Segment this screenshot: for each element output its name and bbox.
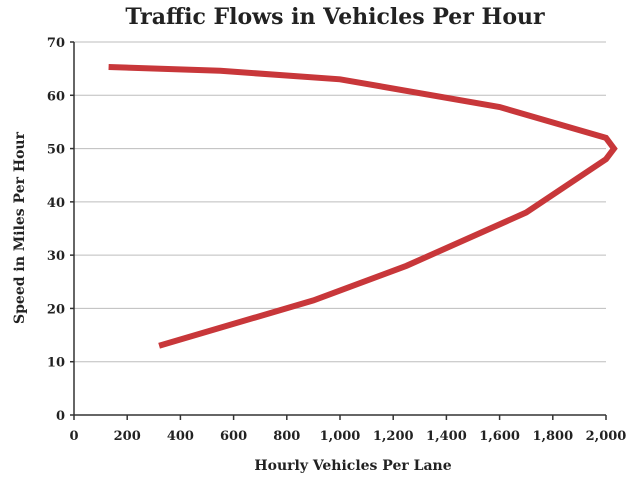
x-tick-labels: 0 200 400 600 800 1,000 1,200 1,400 1,600 1,800 2,… [69,429,626,444]
x-tick-label: 0 [69,429,78,444]
x-tick-label: 1,000 [320,429,361,444]
x-tick-label: 200 [114,429,141,444]
y-tick-label: 20 [47,302,65,317]
y-tick-labels: 0 10 20 30 40 50 60 70 [47,36,65,424]
y-tick-label: 10 [47,356,65,371]
x-tick-label: 1,800 [532,429,573,444]
x-tick-label: 600 [220,429,247,444]
y-tick-label: 0 [56,409,65,424]
x-tick-label: 1,200 [373,429,414,444]
x-tick-label: 2,000 [586,429,627,444]
y-axis-label: Speed in Miles Per Hour [12,131,28,324]
x-tick-label: 400 [167,429,194,444]
y-tick-label: 40 [47,196,65,211]
x-tick-label: 1,600 [479,429,520,444]
y-tick-label: 30 [47,249,65,264]
chart-title: Traffic Flows in Vehicles Per Hour [125,4,545,30]
x-tick-label: 1,400 [426,429,467,444]
y-tick-label: 50 [47,143,65,158]
axes [70,41,607,420]
x-axis-label: Hourly Vehicles Per Lane [254,458,451,474]
x-tick-label: 800 [273,429,300,444]
series-layer [108,64,618,349]
y-tick-label: 60 [47,89,65,104]
series-line [108,64,618,349]
y-tick-label: 70 [47,36,65,51]
gridlines [74,41,606,363]
